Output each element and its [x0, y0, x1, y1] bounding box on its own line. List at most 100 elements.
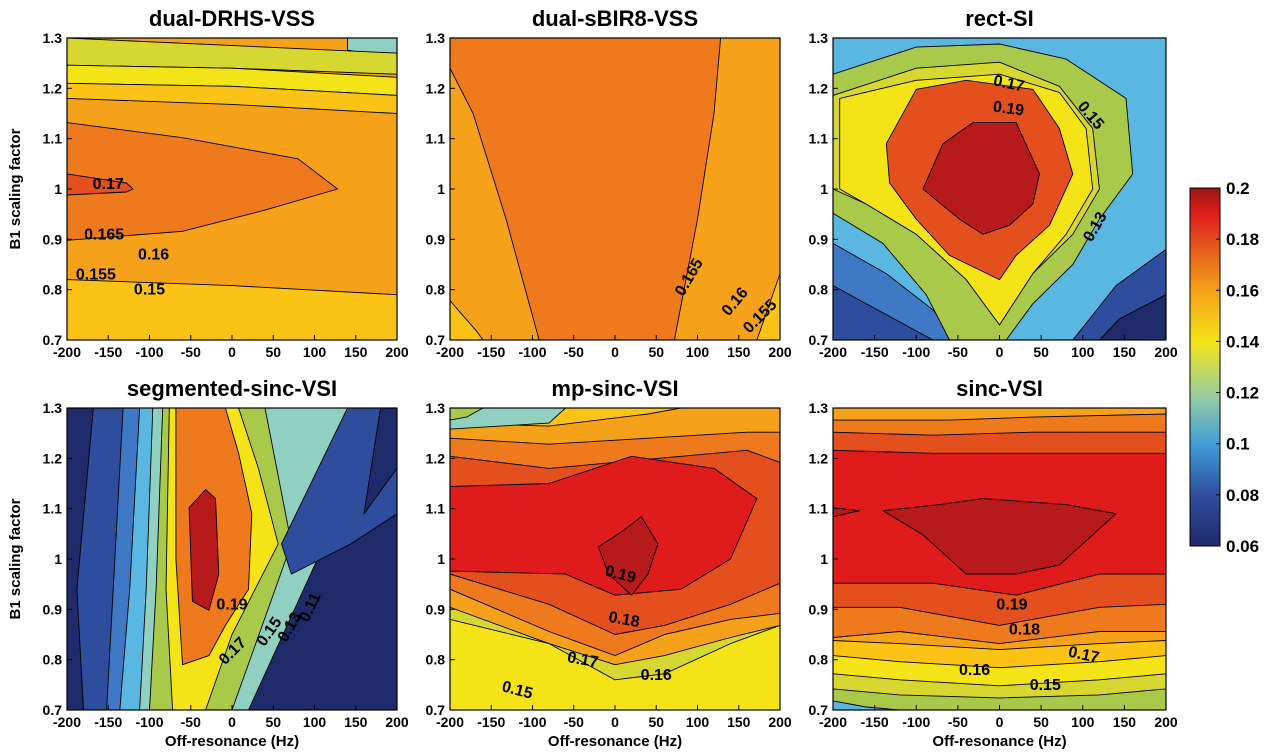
- contour-label: 0.16: [959, 662, 990, 679]
- x-tick-label: 150: [727, 344, 751, 360]
- x-tick-label: -200: [436, 344, 464, 360]
- contour-label: 0.19: [992, 98, 1025, 119]
- contour-fill: [67, 38, 397, 340]
- x-tick-label: 100: [1071, 714, 1095, 730]
- y-tick-label: 1: [437, 181, 445, 197]
- y-tick-label: 1.2: [426, 80, 446, 96]
- contour-band-10: [833, 700, 901, 710]
- y-tick-label: 1.3: [426, 400, 446, 416]
- contour-label: 0.18: [1009, 622, 1040, 639]
- x-tick-label: -100: [135, 714, 163, 730]
- y-tick-label: 1.2: [43, 80, 63, 96]
- x-tick-label: -50: [564, 344, 584, 360]
- y-tick-label: 0.9: [43, 601, 63, 617]
- x-tick-label: 50: [265, 714, 281, 730]
- y-tick-label: 0.9: [426, 601, 446, 617]
- x-axis-label: Off-resonance (Hz): [165, 733, 299, 750]
- y-tick-label: 0.7: [43, 702, 63, 718]
- x-tick-label: 100: [1071, 344, 1095, 360]
- y-tick-label: 0.8: [426, 652, 446, 668]
- colorbar-tick-label: 0.2: [1226, 179, 1250, 198]
- y-axis-label: B1 scaling factor: [7, 128, 24, 249]
- contour-band-3: [833, 242, 960, 340]
- x-tick-label: 200: [768, 714, 792, 730]
- contour-label: 0.16: [138, 246, 169, 263]
- y-tick-label: 0.8: [43, 652, 63, 668]
- contour-band-9: [67, 122, 339, 241]
- x-tick-label: -150: [477, 344, 505, 360]
- panel-5: mp-sinc-VSI -200 -150 -100 -50 0 50 100 150 200 1.…: [426, 376, 792, 750]
- panel-title: rect-SI: [965, 6, 1033, 31]
- x-tick-label: -100: [902, 714, 930, 730]
- contour-label: 0.17: [93, 176, 124, 193]
- y-tick-label: 1.3: [43, 400, 63, 416]
- contour-band-11: [450, 408, 566, 430]
- colorbar-tick-label: 0.14: [1226, 332, 1260, 351]
- x-tick-label: 100: [686, 714, 710, 730]
- x-tick-label: -100: [518, 344, 546, 360]
- y-tick-label: 1.1: [809, 131, 829, 147]
- contour-band-10: [67, 173, 134, 196]
- contour-label: 0.165: [84, 226, 124, 243]
- contour-fill: [450, 408, 780, 710]
- x-tick-label: 150: [1113, 344, 1137, 360]
- contour-band-6: [67, 38, 397, 75]
- y-tick-label: 0.9: [809, 231, 829, 247]
- contour-fill: [450, 38, 780, 340]
- y-tick-label: 1: [54, 181, 62, 197]
- contour-band-10: [363, 408, 397, 515]
- x-tick-label: 100: [303, 714, 327, 730]
- x-tick-label: 0: [611, 344, 619, 360]
- y-tick-label: 0.9: [426, 231, 446, 247]
- contour-band-10: [922, 122, 1040, 235]
- colorbar-tick-label: 0.08: [1226, 486, 1259, 505]
- contour-label: 0.17: [992, 72, 1026, 95]
- contour-band-8: [188, 489, 220, 611]
- y-tick-label: 1.3: [43, 30, 63, 46]
- contour-band-10: [598, 516, 659, 596]
- x-tick-label: -150: [94, 344, 122, 360]
- contour-band-3: [756, 273, 780, 340]
- y-tick-label: 1.3: [426, 30, 446, 46]
- y-tick-label: 1.1: [809, 501, 829, 517]
- x-tick-label: 150: [344, 714, 368, 730]
- colorbar-ramp: [1189, 187, 1221, 547]
- contour-label: 0.18: [607, 609, 641, 631]
- x-axis-label: Off-resonance (Hz): [932, 733, 1066, 750]
- x-tick-label: 0: [228, 714, 236, 730]
- x-tick-label: -100: [518, 714, 546, 730]
- y-tick-label: 1: [820, 181, 828, 197]
- colorbar: 0.2 0.18 0.16 0.14 0.12 0.1 0.08 0.06: [1189, 179, 1260, 556]
- x-tick-label: 100: [686, 344, 710, 360]
- contour-band-5: [833, 507, 861, 518]
- x-tick-label: -100: [135, 344, 163, 360]
- contour-fill: [833, 408, 1166, 710]
- y-tick-label: 1.2: [809, 80, 829, 96]
- y-axis-label: B1 scaling factor: [7, 498, 24, 619]
- panel-title: segmented-sinc-VSI: [127, 376, 337, 401]
- x-tick-label: 150: [1113, 714, 1137, 730]
- x-tick-label: -100: [902, 344, 930, 360]
- y-tick-label: 1.1: [426, 501, 446, 517]
- x-tick-label: 0: [228, 344, 236, 360]
- panel-2: dual-sBIR8-VSS -200 -150 -100 -50 0 50 100 150 20…: [426, 6, 792, 360]
- contour-label: 0.15: [134, 282, 165, 299]
- x-tick-label: -150: [94, 714, 122, 730]
- contour-label: 0.19: [216, 596, 247, 613]
- panel-title: sinc-VSI: [956, 376, 1043, 401]
- panel-3: rect-SI -200 -150 -100 -50 0 50 100 150 200 1.3 1.2…: [809, 6, 1178, 360]
- y-tick-label: 1: [437, 551, 445, 567]
- contour-label: 0.155: [76, 267, 116, 284]
- y-tick-label: 0.8: [809, 652, 829, 668]
- x-axis-label: Off-resonance (Hz): [548, 733, 682, 750]
- contour-band-12: [450, 408, 484, 421]
- x-tick-label: 200: [385, 344, 409, 360]
- x-tick-label: 100: [303, 344, 327, 360]
- contour-fill: [833, 38, 1166, 340]
- colorbar-tick-label: 0.16: [1226, 281, 1259, 300]
- x-tick-label: 0: [996, 714, 1004, 730]
- x-tick-label: 150: [727, 714, 751, 730]
- contour-band-4: [450, 618, 780, 710]
- contour-band-4: [67, 279, 397, 340]
